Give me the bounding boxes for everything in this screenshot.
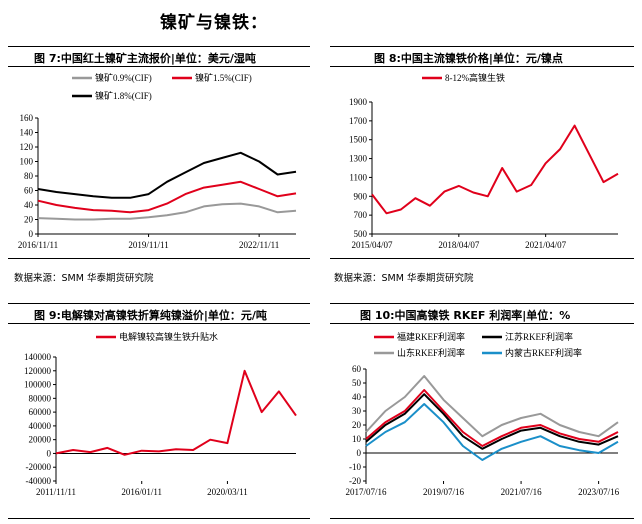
series-line — [365, 389, 619, 447]
x-tick-label: 2011/11/11 — [36, 487, 76, 497]
panel-top-rule — [330, 303, 634, 304]
series-line — [37, 151, 297, 199]
x-tick-label: 2016/01/11 — [121, 487, 162, 497]
y-tick-label: -20000 — [26, 462, 52, 472]
panel-title-rule — [330, 323, 634, 324]
legend-label: 江苏RKEF利润率 — [505, 331, 573, 342]
chart-fig9: -40000 -20000 0 20000 40000 60000 80000 100000 1… — [24, 331, 297, 497]
legend-label: 镍矿0.9%(CIF) — [95, 72, 152, 83]
x-tick-label: 2018/04/07 — [438, 240, 480, 248]
y-tick-label: -10 — [349, 462, 361, 472]
x-tick-label: 2019/11/11 — [128, 240, 168, 248]
y-tick-label: 80000 — [29, 393, 52, 403]
x-tick-label: 2019/07/16 — [423, 487, 465, 497]
x-tick-label: 2021/07/16 — [501, 487, 543, 497]
legend-label: 内蒙古RKEF利润率 — [505, 347, 582, 358]
x-tick-label: 2017/07/16 — [345, 487, 387, 497]
panel-title-fig7: 图 7:中国红土镍矿主流报价|单位：美元/湿吨 — [34, 52, 256, 65]
y-tick-label: 10 — [352, 434, 362, 444]
y-tick-label: 900 — [354, 191, 368, 201]
y-tick-label: 0 — [47, 448, 52, 458]
y-tick-label: 50 — [352, 378, 362, 388]
series-line — [365, 393, 619, 450]
y-tick-label: 60000 — [29, 407, 52, 417]
panel-title-rule — [8, 66, 310, 67]
y-tick-label: 1500 — [349, 135, 368, 145]
source-note: 数据来源：SMM 华泰期货研究院 — [334, 273, 474, 284]
y-tick-label: 0 — [357, 448, 362, 458]
x-tick-label: 2020/03/11 — [207, 487, 248, 497]
source-note: 数据来源：SMM 华泰期货研究院 — [14, 273, 154, 284]
panel-top-rule — [8, 46, 310, 47]
y-tick-label: 20 — [352, 420, 362, 430]
legend-label: 镍矿1.8%(CIF) — [95, 90, 152, 101]
y-tick-label: 0 — [29, 229, 34, 239]
y-tick-label: 40000 — [29, 421, 52, 431]
panel-bottom-rule — [330, 518, 634, 519]
panel-top-rule — [8, 303, 310, 304]
y-tick-label: 120 — [20, 142, 34, 152]
panel-title-rule — [8, 323, 310, 324]
y-tick-label: 1900 — [349, 97, 368, 107]
panel-bottom-rule — [330, 258, 634, 259]
y-tick-label: -40000 — [26, 476, 52, 486]
chart-fig7: 0 20 40 60 80 100 120 140 160 2016/11/11 2019/11/1… — [18, 72, 297, 248]
y-tick-label: 20 — [24, 215, 34, 225]
chart-fig10: -20 -10 0 10 20 30 40 50 60 2017/07/16 2019/07/16 2… — [345, 331, 620, 497]
panel-title-rule — [330, 66, 634, 67]
legend-label: 山东RKEF利润率 — [397, 347, 465, 358]
panel-top-rule — [330, 46, 634, 47]
panel-bottom-rule — [8, 258, 310, 259]
y-tick-label: 160 — [20, 113, 34, 123]
series-line — [55, 369, 297, 456]
y-tick-label: 20000 — [29, 435, 52, 445]
x-tick-label: 2022/11/11 — [239, 240, 279, 248]
legend-label: 电解镍较高镍生铁升贴水 — [119, 331, 218, 342]
y-tick-label: 1100 — [349, 172, 367, 182]
x-tick-label: 2023/07/16 — [578, 487, 620, 497]
panel-title-fig9: 图 9:电解镍对高镍铁折算纯镍溢价|单位：元/吨 — [34, 309, 267, 322]
y-tick-label: 60 — [352, 364, 362, 374]
panel-title-fig10: 图 10:中国高镍铁 RKEF 利润率|单位：% — [360, 309, 571, 322]
x-tick-label: 2015/04/07 — [351, 240, 393, 248]
y-tick-label: 100000 — [24, 380, 52, 390]
y-tick-label: 500 — [354, 229, 368, 239]
series-line — [371, 124, 619, 215]
legend-label: 镍矿1.5%(CIF) — [195, 72, 252, 83]
y-tick-label: 120000 — [24, 366, 52, 376]
y-tick-label: 140000 — [24, 352, 52, 362]
y-tick-label: 60 — [24, 186, 34, 196]
y-tick-label: 700 — [354, 210, 368, 220]
series-line — [37, 202, 297, 221]
legend-label: 8-12%高镍生铁 — [445, 72, 505, 83]
x-tick-label: 2021/04/07 — [525, 240, 567, 248]
y-tick-label: 1300 — [349, 154, 368, 164]
x-tick-label: 2016/11/11 — [18, 240, 58, 248]
panel-title-fig8: 图 8:中国主流镍铁价格|单位：元/镍点 — [374, 52, 563, 65]
panel-bottom-rule — [8, 518, 310, 519]
series-line — [37, 180, 297, 214]
series-line — [365, 375, 619, 438]
y-tick-label: 80 — [24, 171, 34, 181]
y-tick-label: 40 — [24, 200, 34, 210]
section-heading: 镍矿与镍铁： — [160, 13, 268, 33]
chart-fig8: 500 700 900 1100 1300 1500 1700 1900 2015/04/07 2… — [349, 72, 619, 248]
y-tick-label: 30 — [352, 406, 362, 416]
y-tick-label: 1700 — [349, 116, 368, 126]
y-tick-label: 100 — [20, 157, 34, 167]
series-line — [365, 403, 619, 461]
y-tick-label: -20 — [349, 476, 361, 486]
y-tick-label: 140 — [20, 128, 34, 138]
legend-label: 福建RKEF利润率 — [397, 331, 465, 342]
y-tick-label: 40 — [352, 392, 362, 402]
